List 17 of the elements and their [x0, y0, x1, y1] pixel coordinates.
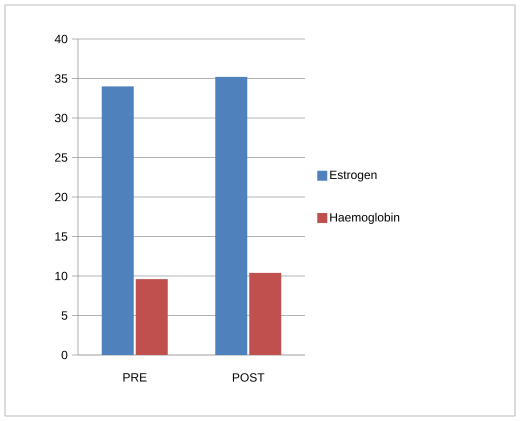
y-tick-label: 0 — [62, 350, 68, 360]
y-tick-label: 15 — [55, 232, 68, 241]
y-tick-label: 10 — [55, 272, 68, 280]
bar — [249, 272, 282, 355]
y-tick-label: 35 — [54, 74, 68, 83]
y-tick-label: 20 — [55, 192, 68, 202]
bar — [102, 86, 134, 355]
x-tick-label: PRE — [123, 373, 147, 382]
bar — [215, 76, 248, 355]
y-tick-label: 25 — [55, 153, 68, 162]
legend-label: Estrogen — [330, 170, 377, 182]
x-tick-label: POST — [232, 373, 264, 382]
y-tick-label: 40 — [54, 34, 68, 44]
legend-label: Haemoglobin — [330, 212, 400, 224]
y-tick-label: 5 — [62, 311, 68, 320]
y-tick-label: 30 — [54, 114, 68, 122]
bar — [136, 279, 168, 355]
